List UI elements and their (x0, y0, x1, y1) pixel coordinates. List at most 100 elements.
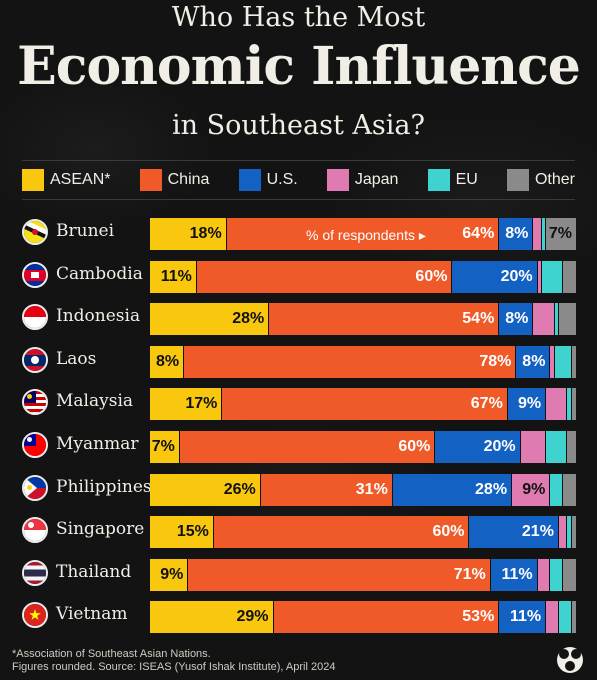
value-label: 60% (398, 438, 431, 455)
chart-row: Brunei 18% 64% 8% 7% % of respondents ▸ (0, 212, 597, 252)
bar-segment: 20% (452, 261, 538, 293)
bar-segment: 21% (469, 516, 559, 548)
bar-segment: 8% (150, 346, 185, 378)
bar-segment: 53% (273, 601, 500, 633)
value-label: 71% (453, 566, 486, 583)
bar-segment: 18% (150, 218, 227, 250)
chart-row: Vietnam 29% 53% 11% (0, 595, 597, 635)
stacked-bar: 9% 71% 11% (150, 559, 576, 591)
bar-segment (554, 346, 572, 378)
bar-segment (567, 388, 572, 420)
respondents-note: % of respondents ▸ (306, 227, 426, 243)
flag-icon (22, 219, 48, 245)
country-label: Laos (56, 349, 97, 369)
bar-segment: 11% (490, 559, 538, 591)
bar-segment: 26% (150, 474, 261, 506)
flag-icon (22, 475, 48, 501)
bar-segment (567, 431, 576, 463)
value-label: 60% (415, 268, 448, 285)
bar-segment (558, 516, 568, 548)
flag-icon (22, 389, 48, 415)
bar-segment: 8% (516, 346, 551, 378)
country-label: Cambodia (56, 264, 143, 284)
flag-icon (22, 432, 48, 458)
bar-segment: 20% (435, 431, 521, 463)
bar-segment: 9% (507, 388, 547, 420)
bar-segment (546, 431, 568, 463)
bar-segment (550, 346, 555, 378)
legend-label: Japan (354, 171, 399, 188)
value-label: 9% (522, 481, 546, 498)
stacked-bar: 11% 60% 20% (150, 261, 576, 293)
bar-segment: 60% (213, 516, 470, 548)
legend-swatch (139, 169, 162, 191)
legend-swatch (326, 169, 349, 191)
value-label: 11% (501, 566, 533, 583)
value-label: 53% (462, 608, 495, 625)
value-label: 18% (189, 225, 222, 242)
legend-label: China (167, 171, 210, 188)
stacked-bar: 8% 78% 8% (150, 346, 576, 378)
bar-segment (558, 601, 572, 633)
chart-row: Thailand 9% 71% 11% (0, 553, 597, 593)
legend-swatch (22, 169, 44, 191)
country-label: Indonesia (56, 306, 141, 326)
flag-icon (22, 347, 48, 373)
country-label: Myanmar (56, 434, 139, 454)
flag-icon (22, 602, 48, 628)
bar-segment (563, 261, 576, 293)
legend-item: U.S. (238, 169, 298, 191)
bar-segment: 8% (499, 303, 534, 335)
country-label: Thailand (56, 562, 132, 582)
bar-segment (571, 388, 576, 420)
bar-segment: 64% (226, 218, 500, 250)
bar-segment (533, 303, 555, 335)
value-label: 15% (176, 523, 209, 540)
footnote: *Association of Southeast Asian Nations. (12, 648, 211, 660)
legend-item: EU (427, 169, 478, 191)
bar-segment (546, 388, 568, 420)
chart-row: Myanmar 7% 60% 20% (0, 425, 597, 465)
value-label: 17% (185, 395, 218, 412)
country-label: Vietnam (56, 604, 128, 624)
bar-segment: 54% (269, 303, 500, 335)
bar-segment: 11% (499, 601, 547, 633)
title-line-1: Who Has the Most (171, 2, 426, 33)
chart-row: Philippines 26% 31% 28% 9% (0, 468, 597, 508)
value-label: 11% (160, 268, 192, 285)
bar-segment: 8% (499, 218, 534, 250)
bar-segment (550, 474, 564, 506)
bar-segment: 28% (392, 474, 513, 506)
value-label: 9% (160, 566, 184, 583)
value-label: 8% (522, 353, 546, 370)
bar-segment (541, 261, 564, 293)
value-label: 67% (470, 395, 503, 412)
bar-segment (558, 303, 576, 335)
stacked-bar: 29% 53% 11% (150, 601, 576, 633)
bar-segment (571, 516, 576, 548)
chart-row: Malaysia 17% 67% 9% (0, 382, 597, 422)
country-label: Brunei (56, 221, 115, 241)
stacked-bar: 18% 64% 8% 7% (150, 218, 576, 250)
legend-item: China (139, 169, 210, 191)
chart-row: Cambodia 11% 60% 20% (0, 255, 597, 295)
bar-segment: 15% (150, 516, 214, 548)
value-label: 64% (462, 225, 495, 242)
bar-segment (571, 346, 576, 378)
legend-label: Other (534, 171, 575, 188)
legend-item: Japan (326, 169, 399, 191)
value-label: 8% (505, 225, 529, 242)
legend-label: U.S. (266, 171, 298, 188)
value-label: 8% (155, 353, 180, 370)
bar-segment (533, 218, 542, 250)
legend-label: ASEAN* (50, 171, 111, 188)
legend-item: Other (506, 169, 575, 191)
bar-segment: 17% (150, 388, 223, 420)
bar-segment (567, 516, 572, 548)
legend-item: ASEAN* (22, 169, 110, 191)
bar-segment: 9% (512, 474, 551, 506)
value-label: 21% (521, 523, 554, 540)
bar-segment (537, 261, 542, 293)
bar-segment: 71% (188, 559, 491, 591)
stacked-bar: 28% 54% 8% (150, 303, 576, 335)
